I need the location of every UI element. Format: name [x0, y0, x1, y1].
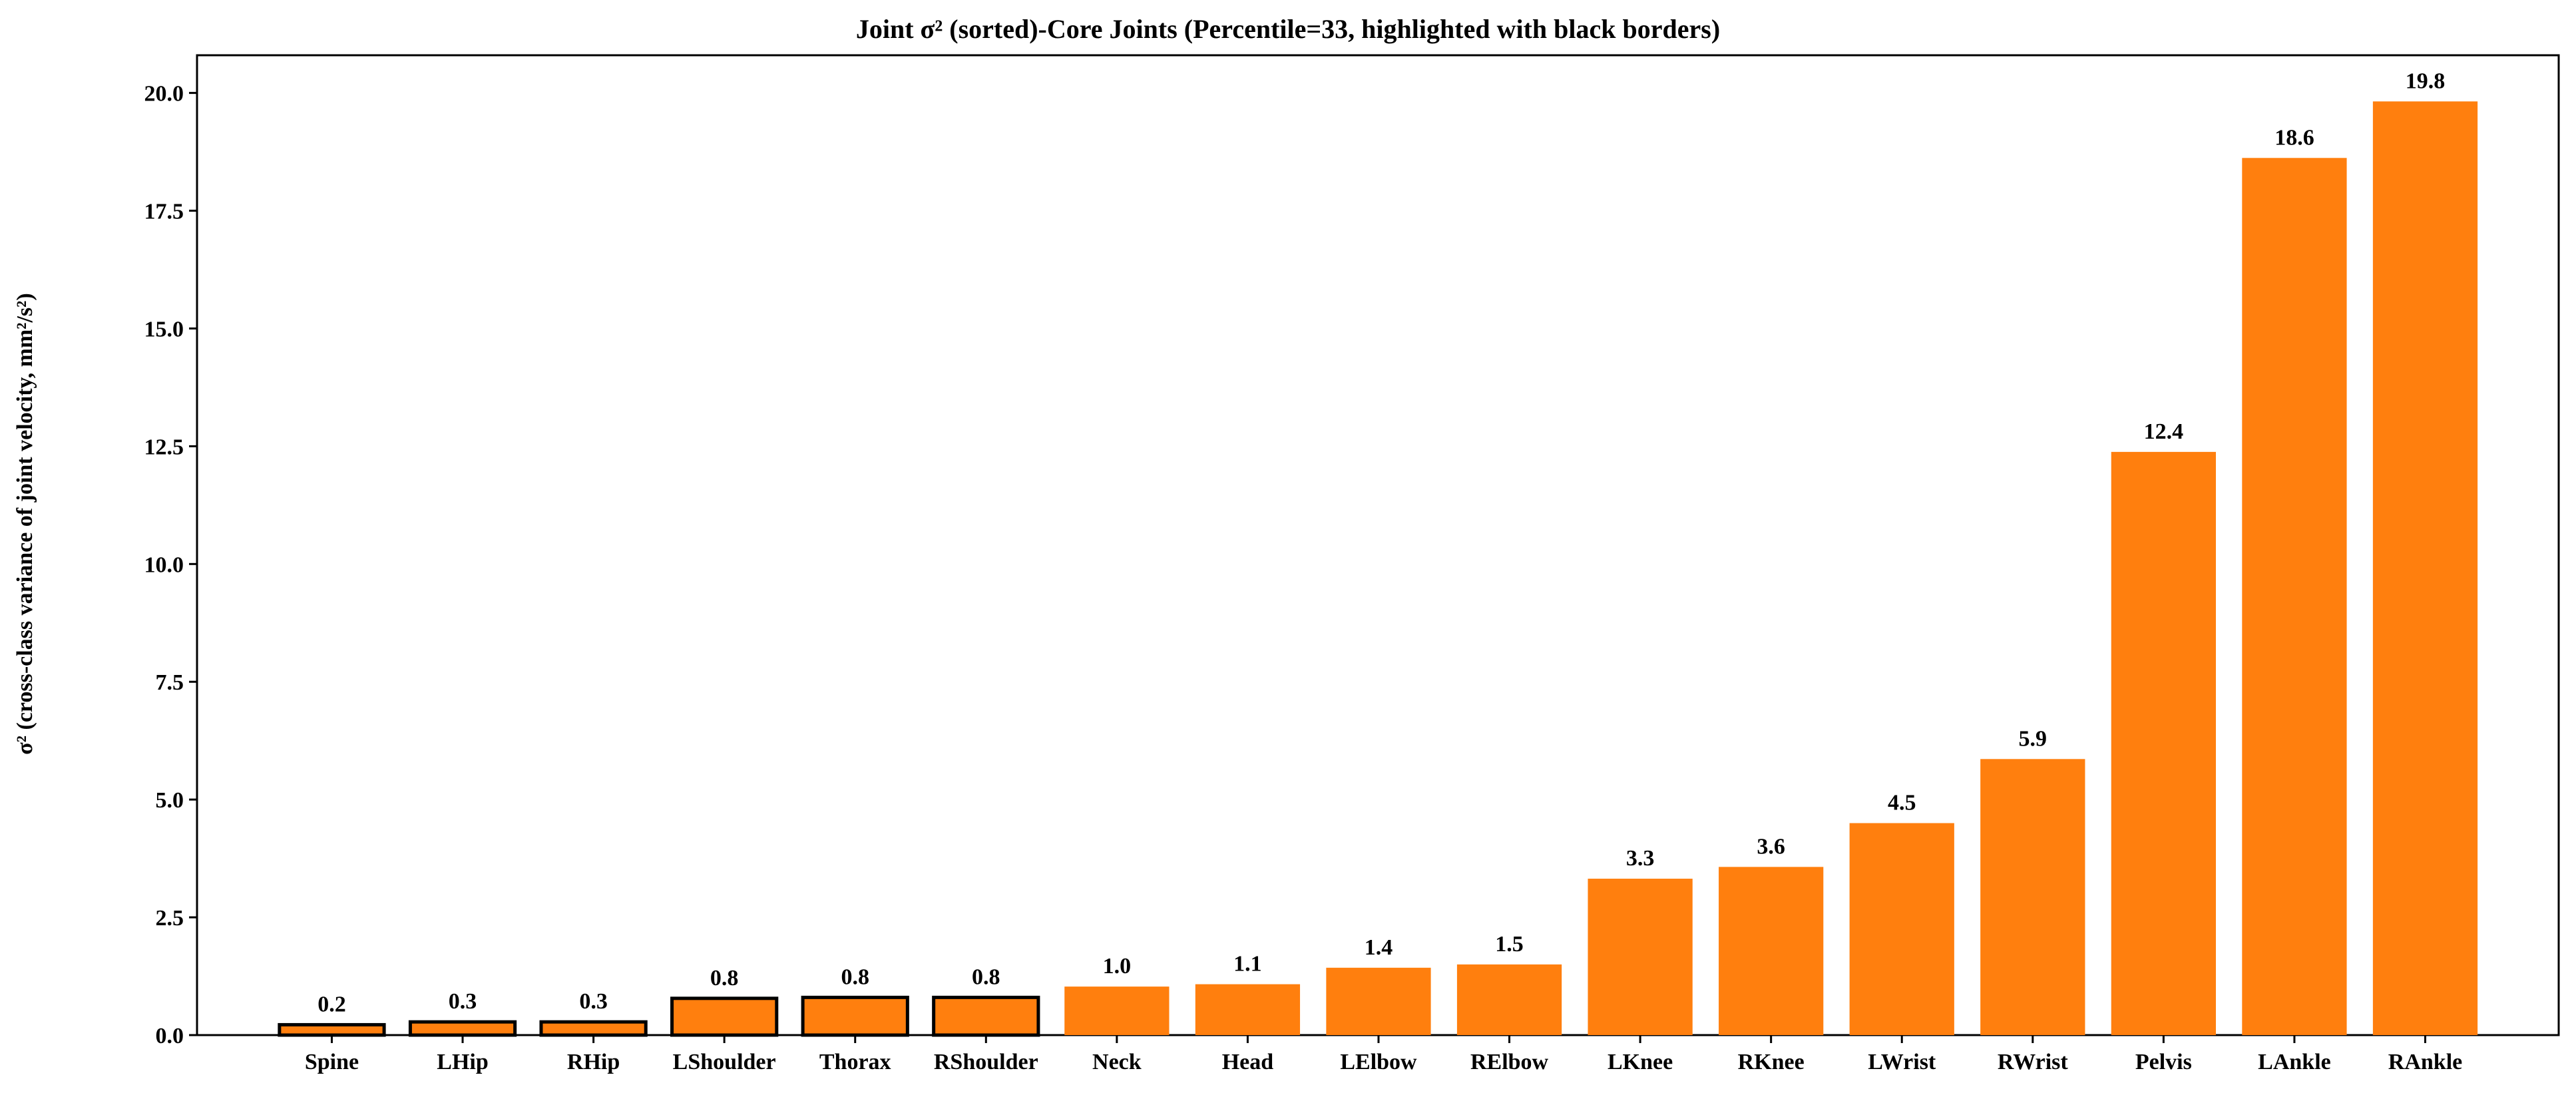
bar-value-label: 1.1	[1233, 952, 1262, 977]
y-axis-label: σ² (cross-class variance of joint veloci…	[13, 293, 37, 754]
bar-rknee	[1719, 867, 1824, 1035]
bar-rankle	[2372, 101, 2478, 1035]
bar-rhip	[539, 1020, 648, 1037]
bar-value-label: 1.0	[1103, 954, 1132, 979]
bar-lankle	[2242, 158, 2347, 1036]
bar-value-label: 0.3	[579, 989, 608, 1014]
bar-value-label: 4.5	[1888, 791, 1916, 815]
y-tick-label: 5.0	[156, 788, 184, 813]
x-tick-label: LHip	[437, 1050, 488, 1074]
bar-value-label: 0.3	[449, 989, 477, 1014]
bar-head	[1195, 984, 1301, 1035]
bar-thorax	[801, 995, 909, 1037]
bar-value-label: 0.8	[710, 966, 739, 990]
x-tick-label: LWrist	[1868, 1050, 1936, 1074]
bar-value-label: 0.2	[318, 992, 346, 1016]
y-tick-label: 10.0	[144, 552, 184, 577]
bar-value-label: 0.8	[841, 965, 869, 989]
y-tick-label: 7.5	[156, 670, 184, 695]
y-tick-label: 12.5	[144, 435, 184, 459]
x-tick-label: RElbow	[1470, 1050, 1549, 1074]
x-tick-label: Neck	[1092, 1050, 1142, 1074]
bar-lknee	[1588, 879, 1693, 1035]
bar-value-label: 1.5	[1495, 932, 1524, 957]
bar-spine	[278, 1022, 386, 1037]
bar-neck	[1064, 987, 1170, 1035]
y-tick-label: 0.0	[156, 1024, 184, 1048]
bar-value-label: 18.6	[2274, 125, 2314, 150]
bar-value-label: 19.8	[2406, 69, 2446, 93]
x-tick-label: LShoulder	[673, 1050, 776, 1074]
y-tick-label: 15.0	[144, 317, 184, 341]
bar-lelbow	[1326, 967, 1431, 1035]
bar-value-label: 1.4	[1365, 935, 1393, 960]
bar-rwrist	[1980, 759, 2085, 1035]
x-tick-label: Head	[1222, 1050, 1274, 1074]
y-tick-label: 17.5	[144, 200, 184, 224]
x-tick-label: RAnkle	[2388, 1050, 2462, 1074]
bar-lwrist	[1849, 823, 1954, 1035]
bar-lshoulder	[670, 996, 779, 1037]
x-tick-label: LAnkle	[2258, 1050, 2331, 1074]
plot-area: 0.0 2.5 5.0 7.5 10.0 12.5 15.0 17.5 20.0 Spine 0.2…	[144, 54, 2560, 1074]
y-tick-label: 20.0	[144, 82, 184, 107]
x-tick-label: RHip	[567, 1050, 620, 1074]
bar-value-label: 12.4	[2144, 419, 2184, 444]
chart-title: Joint σ² (sorted)-Core Joints (Percentil…	[856, 14, 1720, 44]
bar-lhip	[408, 1020, 517, 1037]
x-tick-label: RKnee	[1738, 1050, 1805, 1074]
bar-value-label: 3.3	[1626, 846, 1655, 871]
bar-pelvis	[2111, 451, 2216, 1035]
bar-value-label: 5.9	[2019, 726, 2047, 751]
x-tick-label: RShoulder	[934, 1050, 1038, 1074]
y-tick-label: 2.5	[156, 906, 184, 931]
bar-relbow	[1456, 964, 1562, 1035]
x-tick-label: LKnee	[1608, 1050, 1673, 1074]
bar-value-label: 3.6	[1757, 834, 1785, 859]
bar-rshoulder	[932, 995, 1040, 1037]
x-tick-label: Spine	[305, 1050, 359, 1074]
x-tick-label: RWrist	[1998, 1050, 2069, 1074]
bar-value-label: 0.8	[972, 965, 1000, 989]
x-tick-label: Thorax	[819, 1050, 891, 1074]
x-tick-label: LElbow	[1340, 1050, 1417, 1074]
x-tick-label: Pelvis	[2135, 1050, 2192, 1074]
